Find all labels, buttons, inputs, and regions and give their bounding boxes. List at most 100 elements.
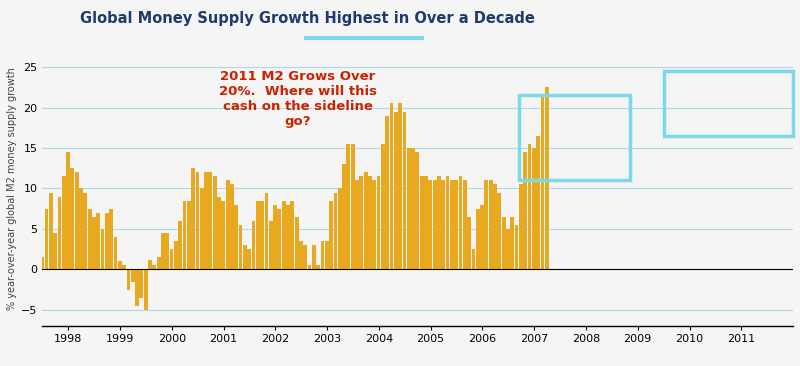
- Bar: [325, 241, 329, 269]
- Bar: [54, 233, 57, 269]
- Bar: [368, 176, 372, 269]
- Bar: [247, 249, 251, 269]
- Bar: [110, 209, 113, 269]
- Bar: [437, 176, 441, 269]
- Bar: [32, 249, 35, 269]
- Bar: [213, 176, 217, 269]
- Bar: [303, 245, 307, 269]
- Bar: [222, 201, 225, 269]
- Bar: [415, 152, 419, 269]
- Bar: [161, 233, 165, 269]
- Bar: [519, 184, 522, 269]
- Bar: [122, 265, 126, 269]
- Bar: [23, 269, 27, 290]
- Bar: [541, 96, 544, 269]
- Y-axis label: % year-over-year global M2 money supply growth: % year-over-year global M2 money supply …: [7, 67, 17, 310]
- Bar: [458, 176, 462, 269]
- Bar: [217, 197, 221, 269]
- Bar: [502, 217, 506, 269]
- Bar: [364, 172, 367, 269]
- Text: Global Money Supply Growth Highest in Over a Decade: Global Money Supply Growth Highest in Ov…: [80, 11, 535, 26]
- Bar: [170, 249, 174, 269]
- Bar: [273, 205, 277, 269]
- Bar: [294, 217, 298, 269]
- Bar: [523, 152, 527, 269]
- Bar: [299, 241, 303, 269]
- Bar: [433, 180, 437, 269]
- Bar: [209, 172, 212, 269]
- Bar: [200, 188, 204, 269]
- Bar: [118, 261, 122, 269]
- Bar: [330, 201, 333, 269]
- Bar: [450, 180, 454, 269]
- Bar: [407, 148, 410, 269]
- Bar: [195, 172, 199, 269]
- Bar: [290, 201, 294, 269]
- Bar: [467, 217, 471, 269]
- Bar: [286, 205, 290, 269]
- Bar: [152, 265, 156, 269]
- Bar: [269, 221, 273, 269]
- Bar: [350, 144, 354, 269]
- Bar: [139, 269, 143, 298]
- Bar: [251, 221, 255, 269]
- Bar: [58, 197, 62, 269]
- Bar: [88, 209, 91, 269]
- Bar: [92, 217, 96, 269]
- Bar: [411, 148, 415, 269]
- Bar: [278, 209, 282, 269]
- Bar: [334, 193, 338, 269]
- Bar: [40, 257, 44, 269]
- Bar: [506, 229, 510, 269]
- Bar: [424, 176, 428, 269]
- Bar: [402, 112, 406, 269]
- Bar: [377, 176, 381, 269]
- Bar: [148, 260, 152, 269]
- Bar: [191, 168, 195, 269]
- Bar: [514, 225, 518, 269]
- Bar: [66, 152, 70, 269]
- Bar: [429, 180, 432, 269]
- Bar: [62, 176, 66, 269]
- Bar: [182, 201, 186, 269]
- Bar: [489, 180, 493, 269]
- Bar: [355, 180, 359, 269]
- Bar: [282, 201, 286, 269]
- Bar: [18, 260, 22, 269]
- Bar: [498, 193, 502, 269]
- Bar: [260, 201, 264, 269]
- Bar: [471, 249, 475, 269]
- Bar: [381, 144, 385, 269]
- Bar: [664, 71, 793, 136]
- Bar: [114, 237, 118, 269]
- Text: 2011 M2 Grows Over
20%.  Where will this
cash on the sideline
go?: 2011 M2 Grows Over 20%. Where will this …: [218, 70, 377, 128]
- Bar: [398, 104, 402, 269]
- Bar: [256, 201, 260, 269]
- Bar: [126, 269, 130, 290]
- Bar: [528, 144, 531, 269]
- Bar: [316, 265, 320, 269]
- Bar: [321, 241, 324, 269]
- Bar: [70, 168, 74, 269]
- Bar: [265, 193, 268, 269]
- Bar: [536, 136, 540, 269]
- Bar: [359, 176, 363, 269]
- Bar: [346, 144, 350, 269]
- Bar: [131, 269, 134, 281]
- Bar: [463, 180, 466, 269]
- Bar: [166, 233, 169, 269]
- Bar: [238, 225, 242, 269]
- Bar: [476, 209, 480, 269]
- Bar: [45, 209, 48, 269]
- Bar: [510, 217, 514, 269]
- Bar: [226, 180, 230, 269]
- Bar: [105, 213, 109, 269]
- Bar: [394, 112, 398, 269]
- Bar: [372, 180, 376, 269]
- Bar: [187, 201, 190, 269]
- Bar: [157, 257, 161, 269]
- Bar: [83, 193, 87, 269]
- Bar: [442, 180, 445, 269]
- Bar: [79, 188, 83, 269]
- Bar: [446, 176, 450, 269]
